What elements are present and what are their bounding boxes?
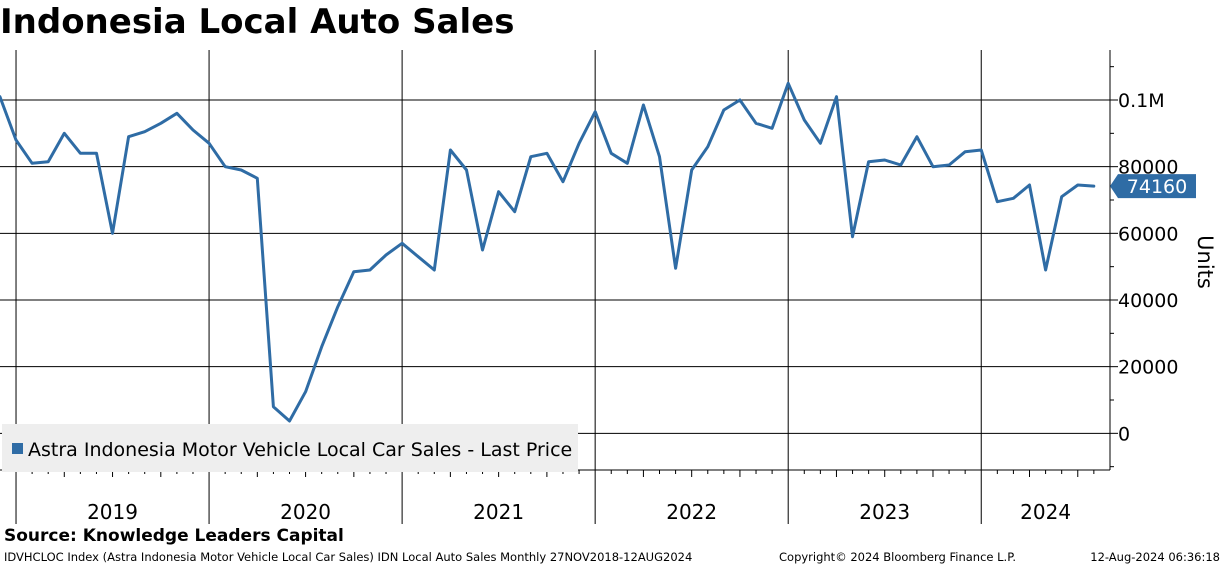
y-tick-label: 0: [1118, 423, 1130, 445]
y-tick-label: 80000: [1118, 157, 1178, 179]
last-value-label: 74160: [1127, 176, 1187, 198]
series-layer: [0, 81, 1096, 423]
series-line: [0, 81, 1096, 423]
y-tick-label: 0.1M: [1118, 90, 1165, 112]
footer-ticker-info: IDVHCLOC Index (Astra Indonesia Motor Ve…: [4, 550, 693, 564]
y-axis: 0 20000 40000 60000 80000 0.1M 74160: [1109, 50, 1196, 470]
last-value-badge: [1110, 174, 1196, 199]
chart-title: Indonesia Local Auto Sales: [0, 2, 515, 42]
year-band-layer: 2019 2020 2021 2022 2023 2024: [31, 470, 1095, 524]
legend: Astra Indonesia Motor Vehicle Local Car …: [2, 424, 578, 472]
y-tick-label: 20000: [1118, 357, 1178, 379]
legend-label: Astra Indonesia Motor Vehicle Local Car …: [28, 439, 572, 461]
x-year-label: 2022: [666, 500, 717, 524]
footer-timestamp: 12-Aug-2024 06:36:18: [1090, 550, 1220, 564]
x-year-label: 2024: [1020, 500, 1071, 524]
x-year-label: 2023: [859, 500, 910, 524]
legend-swatch: [12, 443, 23, 454]
y-tick-label: 40000: [1118, 290, 1178, 312]
y-axis-label: Units: [1193, 235, 1217, 289]
x-year-label: 2021: [473, 500, 524, 524]
source-text: Source: Knowledge Leaders Capital: [4, 526, 344, 546]
footer-copyright: Copyright© 2024 Bloomberg Finance L.P.: [779, 550, 1016, 564]
x-year-label: 2020: [280, 500, 331, 524]
y-tick-label: 60000: [1118, 223, 1178, 245]
legend-box: [2, 424, 578, 472]
x-year-label: 2019: [87, 500, 138, 524]
